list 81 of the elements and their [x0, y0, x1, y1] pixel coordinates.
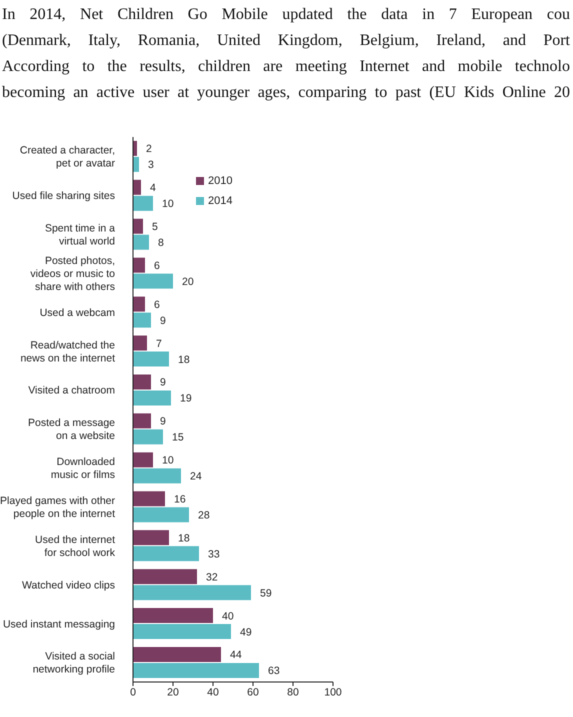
- bar: [133, 468, 181, 484]
- bar: [133, 507, 189, 522]
- bar: [133, 180, 141, 195]
- x-tick-label: 60: [247, 686, 259, 698]
- y-tick-label: Visited a social networking profile: [32, 650, 116, 676]
- y-tick-label: Played games with other people on the internet: [0, 494, 116, 520]
- data-label: 33: [208, 548, 220, 560]
- data-label: 16: [174, 493, 186, 506]
- x-tick-label: 40: [207, 686, 219, 698]
- y-tick-label: Spent time in a virtual world: [44, 222, 116, 248]
- data-label: 19: [180, 392, 192, 405]
- bar: [133, 156, 139, 172]
- legend-label: 2014: [208, 195, 232, 207]
- legend-label: 2010: [208, 175, 232, 187]
- data-label: 5: [152, 220, 158, 233]
- text: (Denmark, Italy, Romania, United Kingdom, Belgium, Ireland, and Port: [2, 31, 570, 51]
- x-tick-label: 80: [287, 686, 299, 698]
- bar: [133, 662, 259, 678]
- data-label: 15: [172, 432, 184, 444]
- data-label: 9: [160, 416, 166, 428]
- bar: [133, 646, 221, 662]
- data-label: 10: [162, 198, 174, 210]
- data-label: 6: [154, 298, 160, 311]
- bar: [133, 312, 151, 328]
- data-label: 10: [162, 454, 174, 467]
- data-label: 44: [230, 649, 242, 662]
- data-label: 24: [190, 470, 202, 483]
- bar: [133, 546, 199, 562]
- text: According to the results, children are meeting Internet and mobile technolo: [2, 57, 570, 77]
- data-label: 49: [240, 626, 252, 638]
- bar: [133, 452, 153, 468]
- bar: [133, 491, 165, 506]
- bar: [133, 585, 251, 600]
- bar: [133, 624, 231, 640]
- data-label: 20: [182, 276, 194, 288]
- text: In 2014, Net Children Go Mobile updated the data in 7 European cou: [2, 5, 570, 25]
- bar: [133, 296, 145, 312]
- y-tick-label: Posted a message on a website: [28, 417, 116, 442]
- bar: [133, 390, 171, 406]
- data-label: 32: [206, 571, 218, 584]
- data-label: 40: [222, 610, 234, 622]
- bar: [133, 530, 169, 546]
- y-tick-label: Visited a chatroom: [28, 384, 116, 397]
- y-tick-label: Downloaded music or films: [50, 456, 116, 482]
- bar: [133, 569, 197, 584]
- y-tick-label: Used a webcam: [40, 306, 116, 319]
- bar: [133, 352, 169, 367]
- data-label: 3: [148, 159, 154, 172]
- bar: [133, 336, 147, 351]
- bar: [133, 196, 153, 211]
- y-tick-label: Used the internet for school work: [35, 534, 116, 559]
- data-label: 6: [154, 260, 160, 272]
- data-label: 9: [160, 376, 166, 389]
- x-tick-label: 0: [130, 686, 136, 698]
- data-label: 9: [160, 314, 166, 327]
- bar: [133, 234, 149, 250]
- data-label: 4: [150, 182, 156, 194]
- data-label: 28: [198, 509, 210, 522]
- y-tick-label: Used file sharing sites: [12, 190, 115, 202]
- bar: [133, 218, 143, 234]
- text: becoming an active user at younger ages, comparing to past (EU Kids Online 20: [2, 83, 570, 103]
- data-label: 63: [268, 665, 280, 678]
- bar: [133, 258, 145, 273]
- data-label: 2: [146, 143, 152, 156]
- x-tick-label: 100: [324, 686, 342, 698]
- x-tick-label: 20: [167, 686, 179, 698]
- data-label: 59: [260, 587, 272, 600]
- data-label: 8: [158, 236, 164, 249]
- data-label: 18: [178, 532, 190, 544]
- bar: [133, 374, 151, 390]
- bar: [133, 429, 163, 444]
- y-tick-label: Used instant messaging: [2, 618, 116, 630]
- data-label: 7: [156, 338, 162, 350]
- y-tick-label: Watched video clips: [22, 579, 115, 592]
- y-tick-label: Read/watched the news on the internet: [20, 339, 116, 364]
- bar: [133, 274, 173, 289]
- bar: [133, 608, 213, 624]
- bar: [133, 413, 151, 428]
- y-tick-label: Created a character, pet or avatar: [20, 144, 116, 170]
- y-tick-label: Posted photos, videos or music to share with others: [30, 254, 116, 293]
- data-label: 18: [178, 354, 190, 366]
